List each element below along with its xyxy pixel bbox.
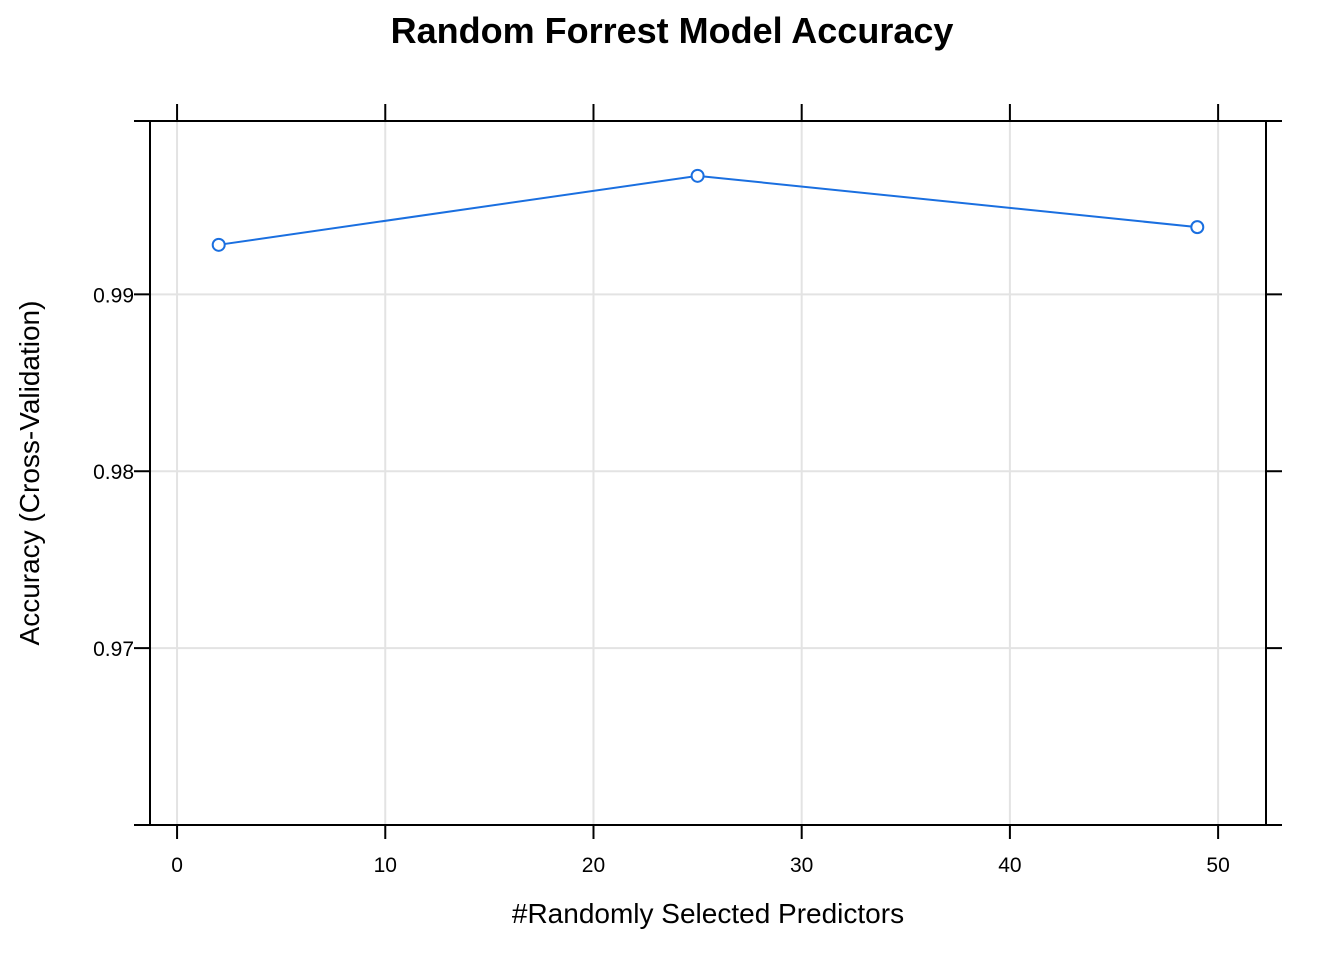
data-point [211, 237, 226, 252]
axes: 0 10 20 30 40 50 0.97 0.98 0.99 [93, 104, 1282, 877]
y-tick-label: 0.99 [93, 284, 134, 307]
x-axis-label: #Randomly Selected Predictors [511, 898, 905, 929]
data-point [1190, 220, 1205, 235]
x-tick-label: 0 [171, 854, 183, 877]
data-series [211, 168, 1205, 252]
x-tick-label: 40 [998, 854, 1021, 877]
x-tick-label: 30 [790, 854, 813, 877]
plot-frame [149, 120, 1267, 826]
series-line [218, 174, 1198, 246]
grid-lines [150, 121, 1266, 825]
x-tick-label: 10 [374, 854, 397, 877]
data-point [690, 168, 705, 183]
x-tick-label: 50 [1206, 854, 1229, 877]
x-tick-label: 20 [582, 854, 605, 877]
chart-title: Random Forrest Model Accuracy [390, 10, 954, 51]
y-tick-label: 0.97 [93, 638, 134, 661]
y-axis-label: Accuracy (Cross-Validation) [14, 300, 45, 646]
y-tick-label: 0.98 [93, 461, 134, 484]
